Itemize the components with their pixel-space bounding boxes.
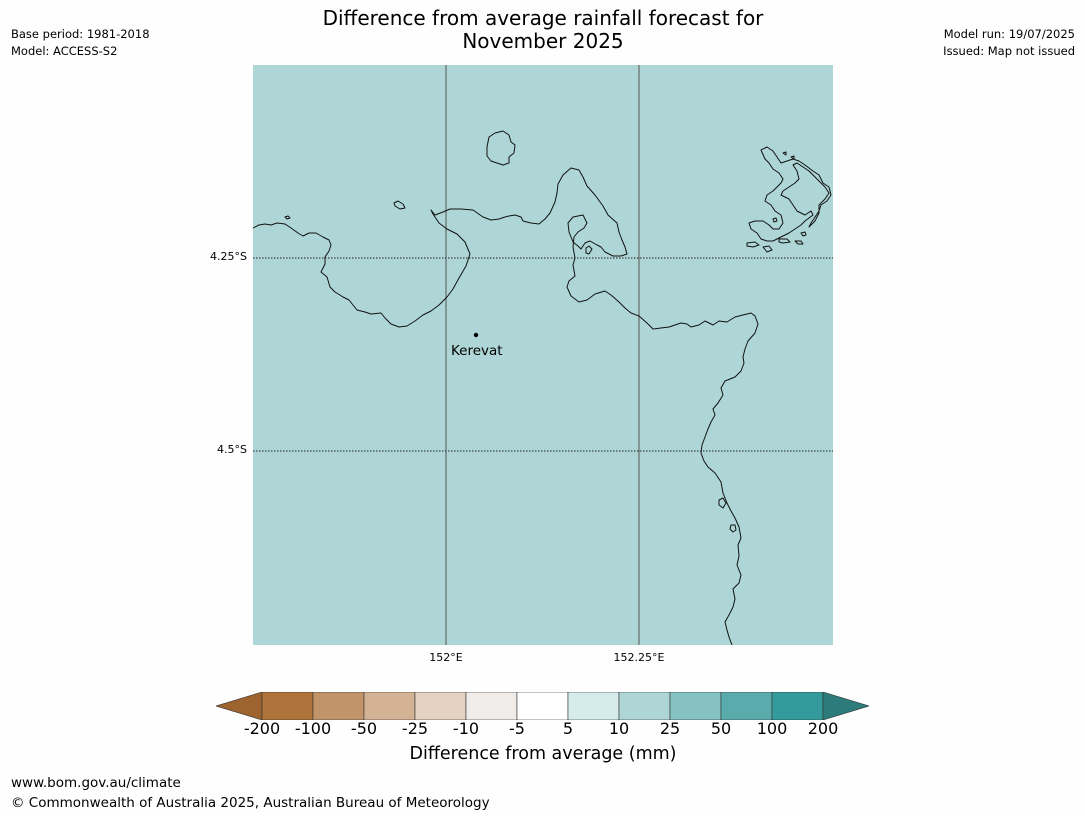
longitude-label-152e: 152°E: [429, 651, 463, 664]
footer-url[interactable]: www.bom.gov.au/climate: [11, 775, 181, 791]
coastline: [252, 130, 832, 646]
colorbar-tick-label: 100: [756, 719, 788, 738]
colorbar-extend-high: [822, 692, 869, 720]
colorbar-tick-label: -25: [401, 719, 429, 738]
map-title: Difference from average rainfall forecas…: [243, 7, 843, 53]
issued-text: Issued: Map not issued: [943, 44, 1075, 58]
longitude-label-152-25e: 152.25°E: [613, 651, 665, 664]
colorbar-tick-label: -100: [294, 719, 332, 738]
colorbar-segment: [363, 692, 416, 720]
colorbar-segment: [567, 692, 620, 720]
colorbar-segment: [618, 692, 671, 720]
colorbar-segment: [669, 692, 722, 720]
colorbar-segment: [465, 692, 518, 720]
colorbar-extend-low: [216, 692, 263, 720]
colorbar-segment: [516, 692, 569, 720]
map-panel[interactable]: Kerevat: [252, 65, 833, 646]
colorbar-tick-label: 25: [659, 719, 681, 738]
colorbar-segments: [216, 692, 869, 720]
colorbar-segment: [771, 692, 824, 720]
colorbar-segment: [720, 692, 773, 720]
colorbar-tick-label: 10: [608, 719, 630, 738]
colorbar-label: Difference from average (mm): [409, 744, 677, 764]
colorbar-tick-label: 200: [807, 719, 839, 738]
place-label-kerevat: Kerevat: [451, 343, 503, 359]
colorbar-tick-label: 50: [710, 719, 732, 738]
colorbar-tick-label: -10: [452, 719, 480, 738]
colorbar: [216, 692, 869, 720]
meta-right: Model run: 19/07/2025 Issued: Map not is…: [943, 26, 1075, 60]
map-title-line-2: November 2025: [462, 29, 624, 53]
colorbar-segment: [414, 692, 467, 720]
colorbar-tick-label: -200: [243, 719, 281, 738]
meta-left: Base period: 1981-2018 Model: ACCESS-S2: [11, 26, 150, 60]
latitude-label-4-25s: 4.25°S: [210, 250, 247, 263]
model-run-text: Model run: 19/07/2025: [943, 27, 1075, 41]
place-marker-kerevat[interactable]: [473, 332, 479, 338]
colorbar-segment: [261, 692, 314, 720]
latitude-label-4-5s: 4.5°S: [217, 443, 247, 456]
colorbar-tick-label: -50: [350, 719, 378, 738]
rainfall-anomaly-field: [253, 65, 833, 645]
base-period-text: Base period: 1981-2018: [11, 27, 150, 41]
colorbar-segment: [312, 692, 365, 720]
colorbar-tick-label: 5: [562, 719, 574, 738]
map-title-line-1: Difference from average rainfall forecas…: [322, 6, 764, 30]
map-svg: Kerevat: [252, 65, 833, 646]
footer-copyright: © Commonwealth of Australia 2025, Austra…: [11, 795, 490, 811]
colorbar-tick-label: -5: [509, 719, 525, 738]
model-text: Model: ACCESS-S2: [11, 44, 118, 58]
